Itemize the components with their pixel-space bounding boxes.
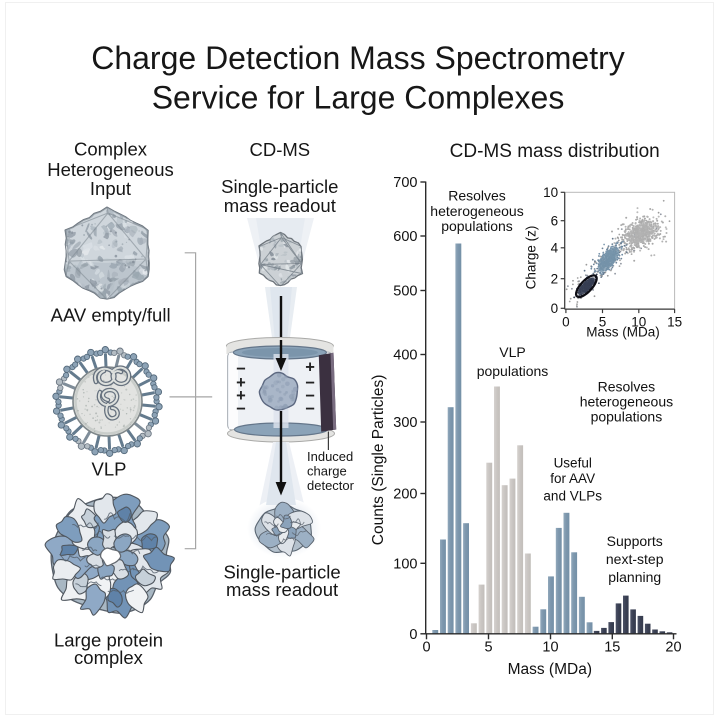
- svg-text:populations: populations: [591, 408, 663, 424]
- svg-text:6: 6: [551, 214, 559, 229]
- svg-text:heterogeneous: heterogeneous: [580, 393, 673, 409]
- svg-text:Counts (Single Particles): Counts (Single Particles): [370, 375, 387, 546]
- svg-text:Supports: Supports: [607, 533, 663, 549]
- svg-text:VLP: VLP: [499, 344, 525, 360]
- svg-text:−: −: [305, 387, 315, 405]
- svg-text:−: −: [305, 400, 315, 418]
- svg-text:Complex: Complex: [74, 138, 148, 159]
- svg-text:AAV empty/full: AAV empty/full: [51, 305, 171, 326]
- svg-text:5: 5: [599, 315, 607, 330]
- svg-text:planning: planning: [608, 569, 661, 585]
- svg-text:2: 2: [551, 272, 559, 287]
- svg-text:100: 100: [393, 556, 417, 572]
- svg-text:4: 4: [551, 241, 559, 256]
- svg-text:charge: charge: [307, 464, 347, 479]
- svg-text:Service for Large Complexes: Service for Large Complexes: [152, 80, 565, 116]
- svg-text:600: 600: [393, 229, 417, 245]
- svg-text:0: 0: [562, 315, 570, 330]
- svg-text:+: +: [236, 387, 246, 405]
- svg-text:Large protein: Large protein: [54, 629, 163, 650]
- svg-text:0: 0: [422, 640, 430, 656]
- svg-text:Induced: Induced: [307, 449, 353, 464]
- svg-text:400: 400: [393, 348, 417, 364]
- svg-text:−: −: [236, 400, 246, 418]
- svg-text:Resolves: Resolves: [598, 378, 656, 394]
- svg-text:CD-MS: CD-MS: [249, 139, 310, 160]
- svg-text:20: 20: [665, 640, 681, 656]
- svg-text:200: 200: [393, 487, 417, 503]
- svg-text:Mass (MDa): Mass (MDa): [508, 661, 592, 678]
- svg-text:mass readout: mass readout: [226, 579, 338, 600]
- svg-text:+: +: [305, 359, 315, 377]
- svg-text:Useful: Useful: [554, 455, 592, 470]
- svg-text:10: 10: [542, 640, 558, 656]
- svg-text:500: 500: [393, 284, 417, 300]
- svg-text:and VLPs: and VLPs: [543, 488, 602, 503]
- svg-text:Single-particle: Single-particle: [221, 176, 338, 197]
- svg-text:Charge (z): Charge (z): [524, 226, 539, 290]
- svg-text:mass readout: mass readout: [224, 195, 336, 216]
- svg-text:Mass (MDa): Mass (MDa): [586, 325, 660, 340]
- svg-text:700: 700: [393, 175, 417, 191]
- svg-text:populations: populations: [477, 363, 549, 379]
- svg-text:10: 10: [631, 315, 646, 330]
- svg-text:+: +: [236, 374, 246, 392]
- svg-text:CD-MS mass distribution: CD-MS mass distribution: [450, 141, 660, 162]
- svg-text:15: 15: [667, 315, 682, 330]
- svg-text:0: 0: [409, 627, 417, 643]
- svg-text:10: 10: [543, 185, 558, 200]
- svg-text:for AAV: for AAV: [550, 471, 595, 486]
- svg-text:−: −: [236, 360, 246, 378]
- svg-text:next-step: next-step: [606, 551, 664, 567]
- svg-text:300: 300: [393, 415, 417, 431]
- svg-text:detector: detector: [307, 478, 355, 493]
- svg-text:0: 0: [551, 301, 559, 316]
- svg-text:Charge Detection Mass Spectrom: Charge Detection Mass Spectrometry: [91, 40, 625, 76]
- svg-text:complex: complex: [74, 647, 144, 668]
- svg-text:heterogeneous: heterogeneous: [430, 203, 523, 219]
- svg-text:Resolves: Resolves: [448, 187, 506, 203]
- svg-text:−: −: [305, 374, 315, 392]
- svg-text:Input: Input: [90, 178, 131, 199]
- svg-text:VLP: VLP: [92, 459, 127, 480]
- svg-text:Single-particle: Single-particle: [223, 561, 340, 582]
- svg-text:5: 5: [484, 640, 492, 656]
- svg-text:Heterogeneous: Heterogeneous: [47, 159, 174, 180]
- svg-text:populations: populations: [441, 218, 513, 234]
- svg-text:15: 15: [604, 640, 620, 656]
